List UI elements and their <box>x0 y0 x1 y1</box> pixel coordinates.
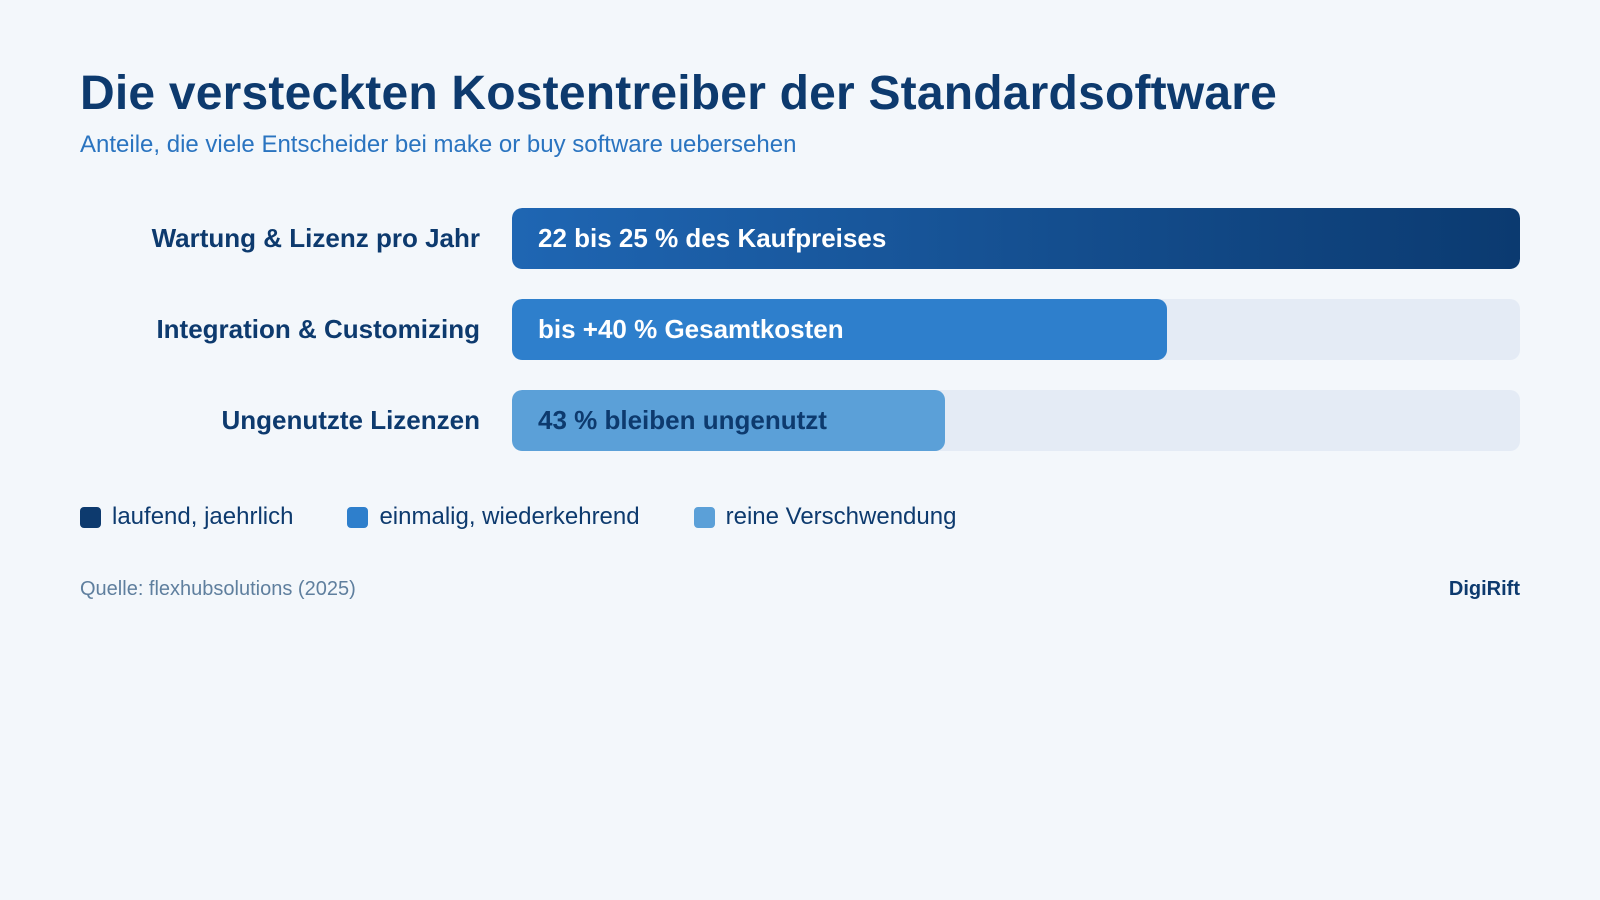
bar: 43 % bleiben ungenutzt <box>512 390 946 451</box>
legend-item: laufend, jaehrlich <box>80 503 293 531</box>
bar-value-label: 22 bis 25 % des Kaufpreises <box>538 223 887 253</box>
bar-value-label: 43 % bleiben ungenutzt <box>538 405 827 435</box>
category-label: Ungenutzte Lizenzen <box>221 405 480 435</box>
source-note: Quelle: flexhubsolutions (2025) <box>80 578 356 600</box>
page-subtitle: Anteile, die viele Entscheider bei make … <box>80 131 797 158</box>
bar: 22 bis 25 % des Kaufpreises <box>512 208 1520 269</box>
legend-item: einmalig, wiederkehrend <box>347 503 640 531</box>
bar-row-integration: Integration & Customizing bis +40 % Gesa… <box>80 299 1520 360</box>
bar: bis +40 % Gesamtkosten <box>512 299 1168 360</box>
brand-logo: DigiRift <box>1448 578 1520 600</box>
legend-item: reine Verschwendung <box>693 503 957 531</box>
bar-row-unused-licenses: Ungenutzte Lizenzen 43 % bleiben ungenut… <box>80 390 1520 451</box>
legend-swatch <box>80 506 101 528</box>
legend-label: einmalig, wiederkehrend <box>379 503 640 530</box>
bar-value-label: bis +40 % Gesamtkosten <box>538 314 844 344</box>
category-label: Integration & Customizing <box>156 314 480 344</box>
bar-track: 43 % bleiben ungenutzt <box>512 390 1520 451</box>
legend: laufend, jaehrlich einmalig, wiederkehre… <box>80 503 1010 531</box>
bar-row-maintenance: Wartung & Lizenz pro Jahr 22 bis 25 % de… <box>80 208 1520 269</box>
page-title: Die versteckten Kostentreiber der Standa… <box>80 67 1278 120</box>
legend-label: reine Verschwendung <box>725 503 957 530</box>
bar-chart: Wartung & Lizenz pro Jahr 22 bis 25 % de… <box>80 208 1520 481</box>
legend-swatch <box>693 506 715 528</box>
category-label: Wartung & Lizenz pro Jahr <box>151 223 480 253</box>
bar-track: 22 bis 25 % des Kaufpreises <box>512 208 1520 269</box>
legend-label: laufend, jaehrlich <box>112 503 294 530</box>
legend-swatch <box>347 506 369 528</box>
bar-track: bis +40 % Gesamtkosten <box>512 299 1520 360</box>
